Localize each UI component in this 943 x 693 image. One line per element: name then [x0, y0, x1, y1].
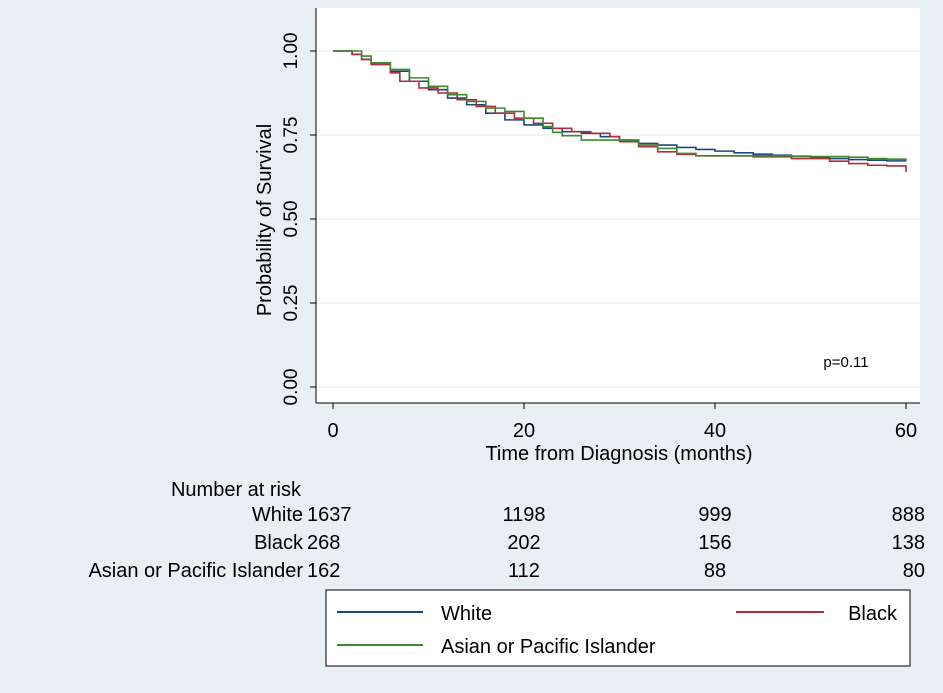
y-tick-label: 0.25	[281, 285, 302, 322]
risk-count: 112	[508, 560, 540, 582]
risk-count: 162	[307, 560, 340, 582]
risk-count: 80	[903, 560, 925, 582]
risk-count: 268	[307, 532, 340, 554]
legend-box	[325, 589, 911, 667]
y-tick-label: 0.50	[281, 201, 302, 238]
y-tick-label: 0.75	[281, 117, 302, 154]
risk-count: 138	[892, 532, 925, 554]
risk-row-label: White	[252, 504, 303, 526]
y-ticks: 0.00 0.25 0.50 0.75 1.00	[281, 33, 316, 406]
y-axis-label: Probability of Survival	[254, 124, 276, 316]
x-tick-label: 60	[895, 420, 917, 442]
legend-label: Black	[848, 603, 898, 625]
risk-count: 88	[704, 560, 726, 582]
y-tick-label: 0.00	[281, 369, 302, 406]
risk-count: 202	[507, 532, 540, 554]
risk-count: 1198	[502, 504, 545, 526]
risk-row-label: Asian or Pacific Islander	[88, 560, 303, 582]
grid-lines	[316, 50, 920, 388]
risk-row-label: Black	[254, 532, 304, 554]
risk-table: White 1637 1198 999 888 Black 268 202 156 138 Asia…	[88, 504, 925, 582]
legend-label: Asian or Pacific Islander	[441, 636, 656, 658]
legend: White Black Asian or Pacific Islander	[325, 589, 911, 667]
x-tick-label: 40	[704, 420, 726, 442]
p-value-annotation: p=0.11	[823, 354, 868, 371]
survival-curves	[333, 50, 907, 172]
x-tick-label: 0	[327, 420, 338, 442]
series-line-black	[333, 50, 907, 172]
x-tick-label: 20	[513, 420, 535, 442]
legend-label: White	[441, 603, 492, 625]
risk-count: 156	[698, 532, 731, 554]
x-axis-label: Time from Diagnosis (months)	[485, 443, 752, 465]
risk-count: 1637	[307, 504, 352, 526]
series-line-asian-or-pacific-islander	[333, 50, 907, 161]
x-ticks: 0 20 40 60	[327, 403, 917, 442]
risk-count: 999	[698, 504, 731, 526]
plot-area	[316, 8, 920, 403]
y-tick-label: 1.00	[281, 33, 302, 70]
risk-count: 888	[892, 504, 925, 526]
risk-table-title: Number at risk	[171, 479, 302, 501]
